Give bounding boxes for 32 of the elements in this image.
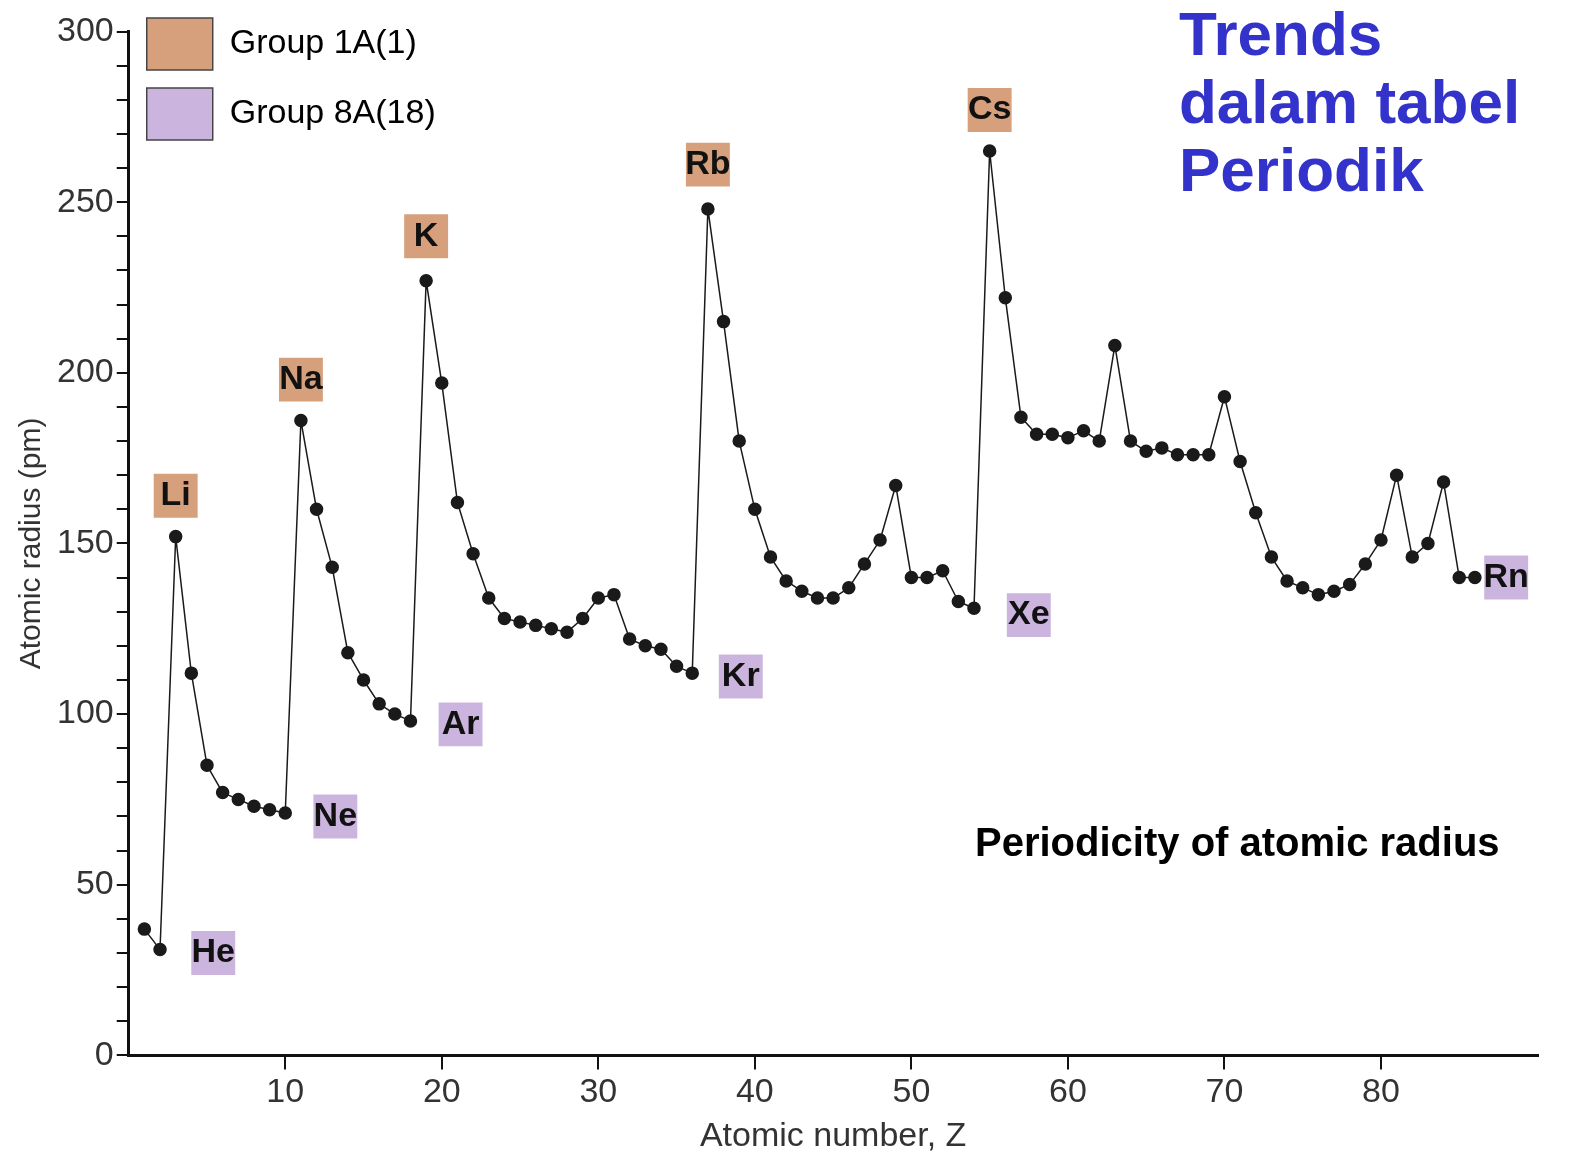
x-tick-label: 30 <box>579 1071 618 1110</box>
annotation: Periodicity of atomic radius <box>975 820 1500 865</box>
x-tick-label: 20 <box>422 1071 461 1110</box>
data-label: He <box>191 931 235 970</box>
data-label: Ne <box>313 794 358 833</box>
y-tick-label: 250 <box>56 180 114 219</box>
x-axis-title: Atomic number, Z <box>699 1114 967 1153</box>
y-tick-label: 200 <box>56 351 114 390</box>
y-axis-title: Atomic radius (pm) <box>13 417 47 670</box>
data-label: Xe <box>1007 593 1050 632</box>
y-tick-label: 50 <box>75 863 114 902</box>
y-tick-label: 150 <box>56 521 114 560</box>
data-label: Kr <box>721 654 760 693</box>
y-tick-label: 0 <box>94 1033 114 1072</box>
y-tick-label: 100 <box>56 692 114 731</box>
x-tick-label: 70 <box>1205 1071 1244 1110</box>
data-label: K <box>413 214 439 253</box>
x-tick-label: 10 <box>266 1071 305 1110</box>
data-label: Li <box>160 474 191 513</box>
x-tick-label: 60 <box>1049 1071 1087 1110</box>
x-tick-label: 50 <box>892 1071 931 1110</box>
data-label: Rb <box>685 142 731 181</box>
data-label: Cs <box>967 88 1012 127</box>
x-tick-label: 80 <box>1362 1071 1400 1110</box>
legend-label: Group 8A(18) <box>229 92 436 131</box>
x-tick-label: 40 <box>735 1071 774 1110</box>
text: Trends dalam tabel Periodik <box>1179 0 1522 204</box>
data-label: Na <box>279 358 324 396</box>
y-tick-label: 300 <box>56 9 114 48</box>
data-label: Ar <box>441 702 480 741</box>
data-label: Rn <box>1483 555 1529 594</box>
legend-label: Group 1A(1) <box>229 22 417 61</box>
